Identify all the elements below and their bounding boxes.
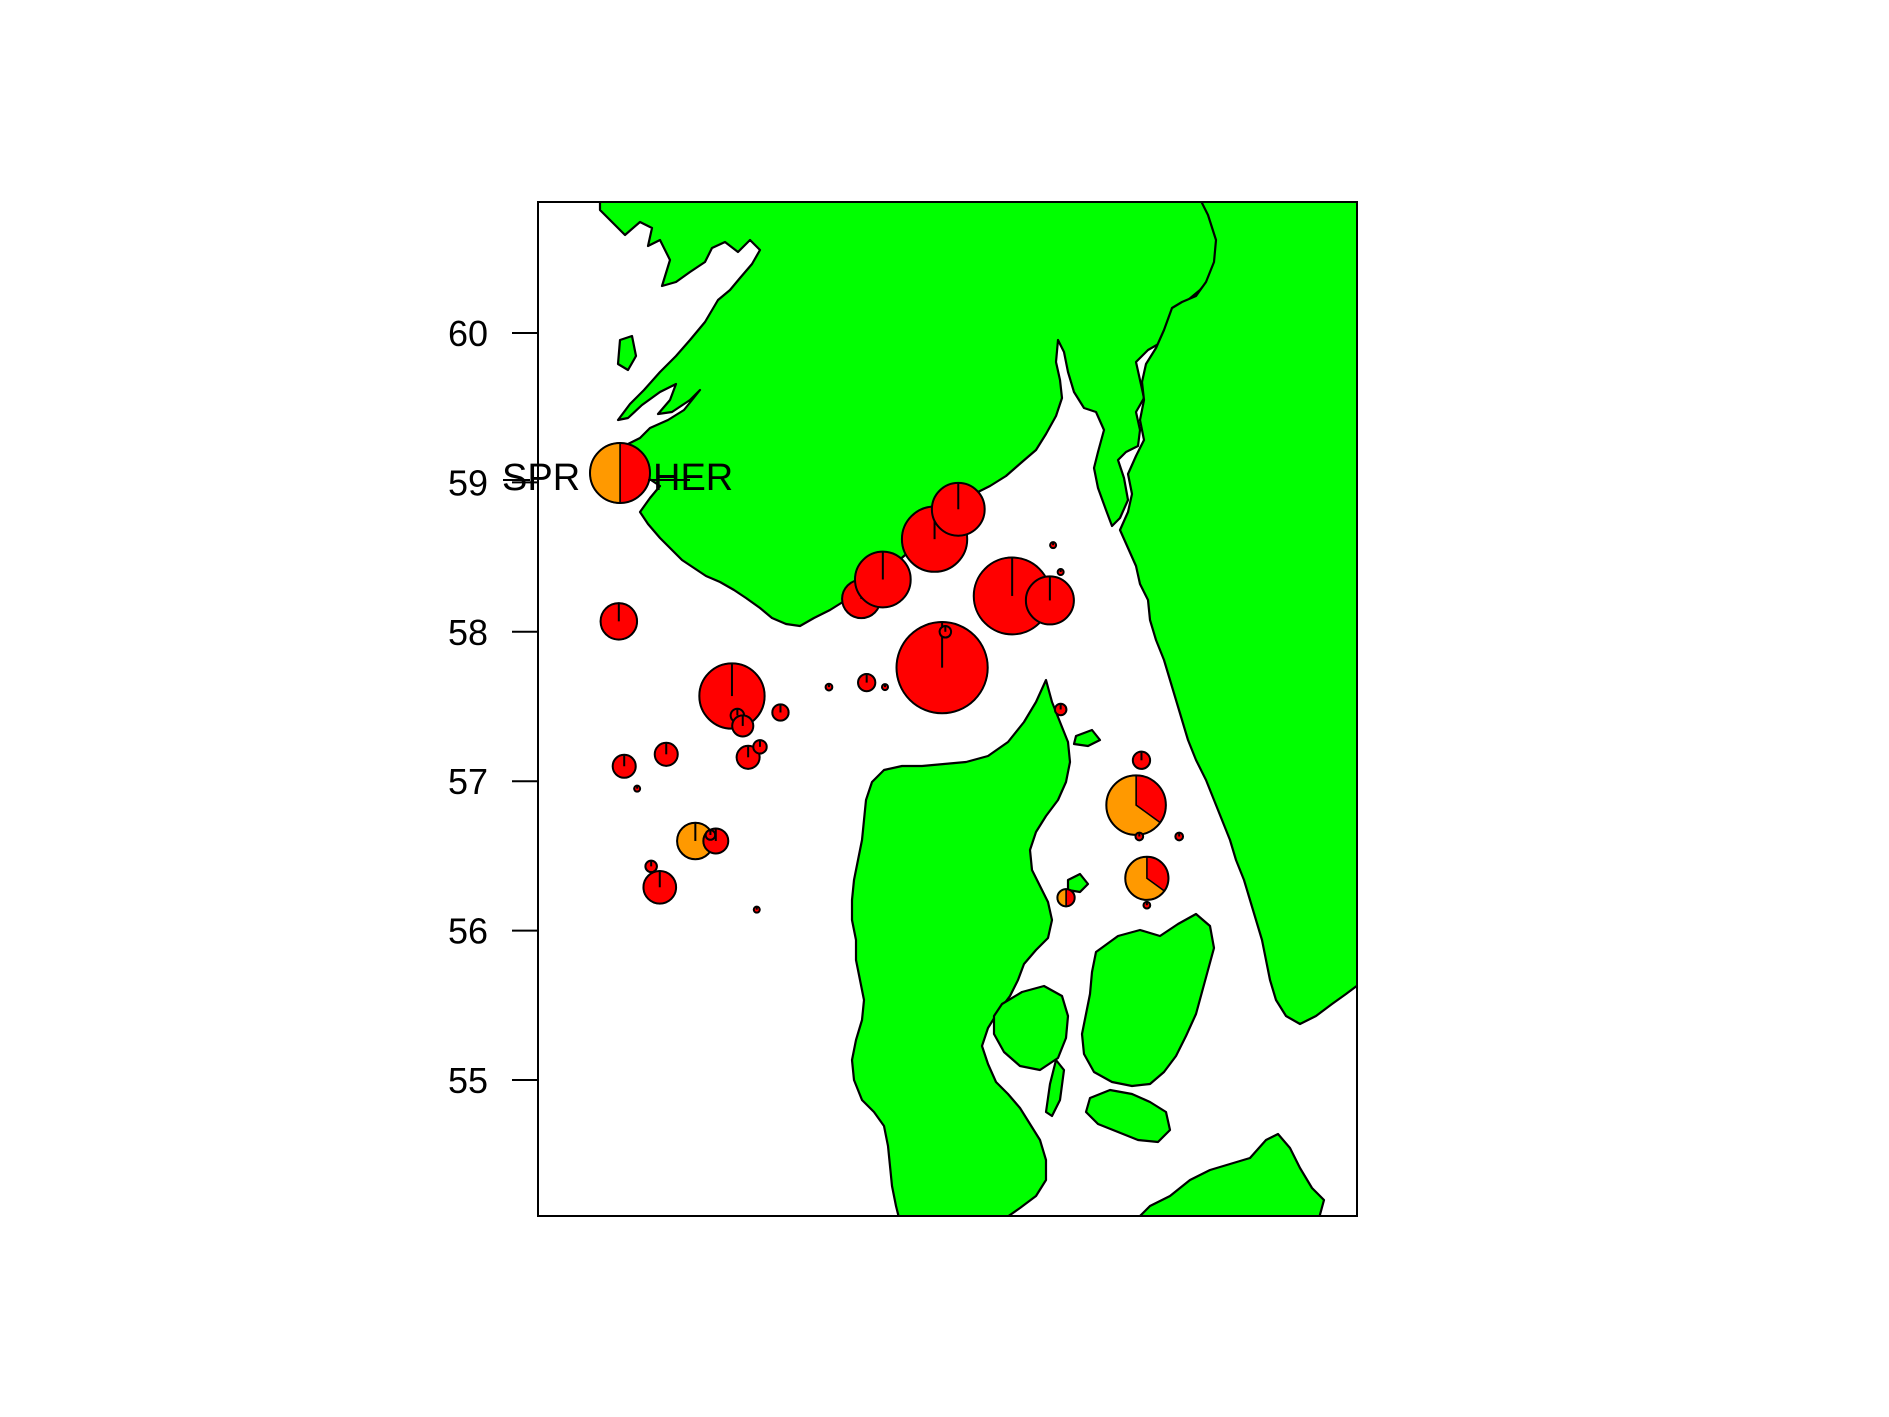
sweden-landmass (1118, 202, 1357, 1026)
y-tick-label: 59 (448, 462, 488, 503)
legend-pie-chart (589, 442, 651, 504)
pie-outline (771, 703, 790, 722)
pie-outline (1131, 750, 1152, 770)
pie-outline (1056, 568, 1065, 577)
data-pie (1142, 900, 1152, 910)
data-pie (653, 741, 679, 767)
pie-outline (1053, 702, 1068, 717)
data-pie (1131, 750, 1152, 770)
y-tick-label: 57 (448, 761, 488, 802)
pie-outline (1142, 900, 1152, 910)
pie-outline (599, 602, 639, 641)
island-3 (616, 334, 638, 372)
legend-label-her: HER (653, 457, 733, 499)
jutland-landmass (850, 678, 1072, 1216)
pie-outline (895, 621, 989, 715)
pie-outline (589, 442, 651, 504)
data-pie (938, 625, 953, 639)
y-axis: 60 59 58 57 56 55 (448, 313, 538, 1101)
legend-pie (589, 442, 651, 504)
data-pie (1056, 888, 1076, 908)
data-pie (854, 550, 912, 609)
data-pie (644, 859, 658, 874)
data-pie (752, 739, 768, 755)
legend: SPR HER (502, 442, 733, 504)
pie-outline (1124, 855, 1170, 901)
data-pie (895, 621, 989, 715)
pie-outline (938, 625, 953, 639)
zealand-island (1080, 912, 1216, 1088)
funen-island (992, 984, 1070, 1072)
data-pie (752, 905, 761, 914)
data-pie (676, 821, 715, 861)
island-1 (1072, 728, 1102, 748)
data-pie (704, 829, 717, 841)
pie-outline (857, 672, 877, 693)
pie-outline (1174, 831, 1185, 842)
data-pie (771, 703, 790, 722)
data-pie (698, 662, 766, 730)
pie-outline (644, 859, 658, 874)
pie-outline (824, 682, 834, 692)
y-tick-label: 60 (448, 313, 488, 354)
pie-outline (1056, 888, 1076, 908)
plot-frame (537, 201, 1358, 1217)
pie-outline (653, 741, 679, 767)
data-pie (1049, 541, 1058, 550)
data-pie (1124, 855, 1170, 901)
pie-outline (854, 550, 912, 609)
pie-outline (704, 829, 717, 841)
pie-outline (880, 683, 889, 692)
data-pie (599, 602, 639, 641)
data-pie (642, 869, 678, 905)
pie-outline (642, 869, 678, 905)
data-pie (735, 744, 761, 770)
pie-outline (752, 905, 761, 914)
y-tick-label: 56 (448, 911, 488, 952)
pie-outline (930, 481, 986, 537)
norway-landmass (598, 202, 1220, 628)
pie-outline (1134, 831, 1145, 842)
data-pie (1134, 831, 1145, 842)
data-pie (611, 753, 637, 779)
pie-outline (735, 744, 761, 770)
island-4 (1044, 1058, 1066, 1118)
data-pie (880, 683, 889, 692)
y-tick-label: 58 (448, 612, 488, 653)
pie-outline (633, 784, 642, 793)
data-pie (1105, 774, 1167, 836)
data-pie (857, 672, 877, 693)
germany-coast (1138, 1132, 1326, 1216)
pie-layer (599, 481, 1185, 914)
data-pie (824, 682, 834, 692)
pie-outline (702, 827, 730, 855)
land-layer (598, 202, 1357, 1216)
data-pie (1056, 568, 1065, 577)
pie-outline (1049, 541, 1058, 550)
data-pie (1053, 702, 1068, 717)
y-tick-label: 55 (448, 1060, 488, 1101)
pie-outline (1024, 575, 1075, 626)
data-pie (731, 714, 755, 738)
plot-area (537, 201, 1358, 1217)
lolland-island (1084, 1088, 1172, 1144)
pie-outline (731, 714, 755, 738)
pie-outline (611, 753, 637, 779)
pie-outline (752, 739, 768, 755)
data-pie (930, 481, 986, 537)
data-pie (1174, 831, 1185, 842)
data-pie (1024, 575, 1075, 626)
data-pie (633, 784, 642, 793)
legend-label-spr: SPR (502, 457, 580, 499)
